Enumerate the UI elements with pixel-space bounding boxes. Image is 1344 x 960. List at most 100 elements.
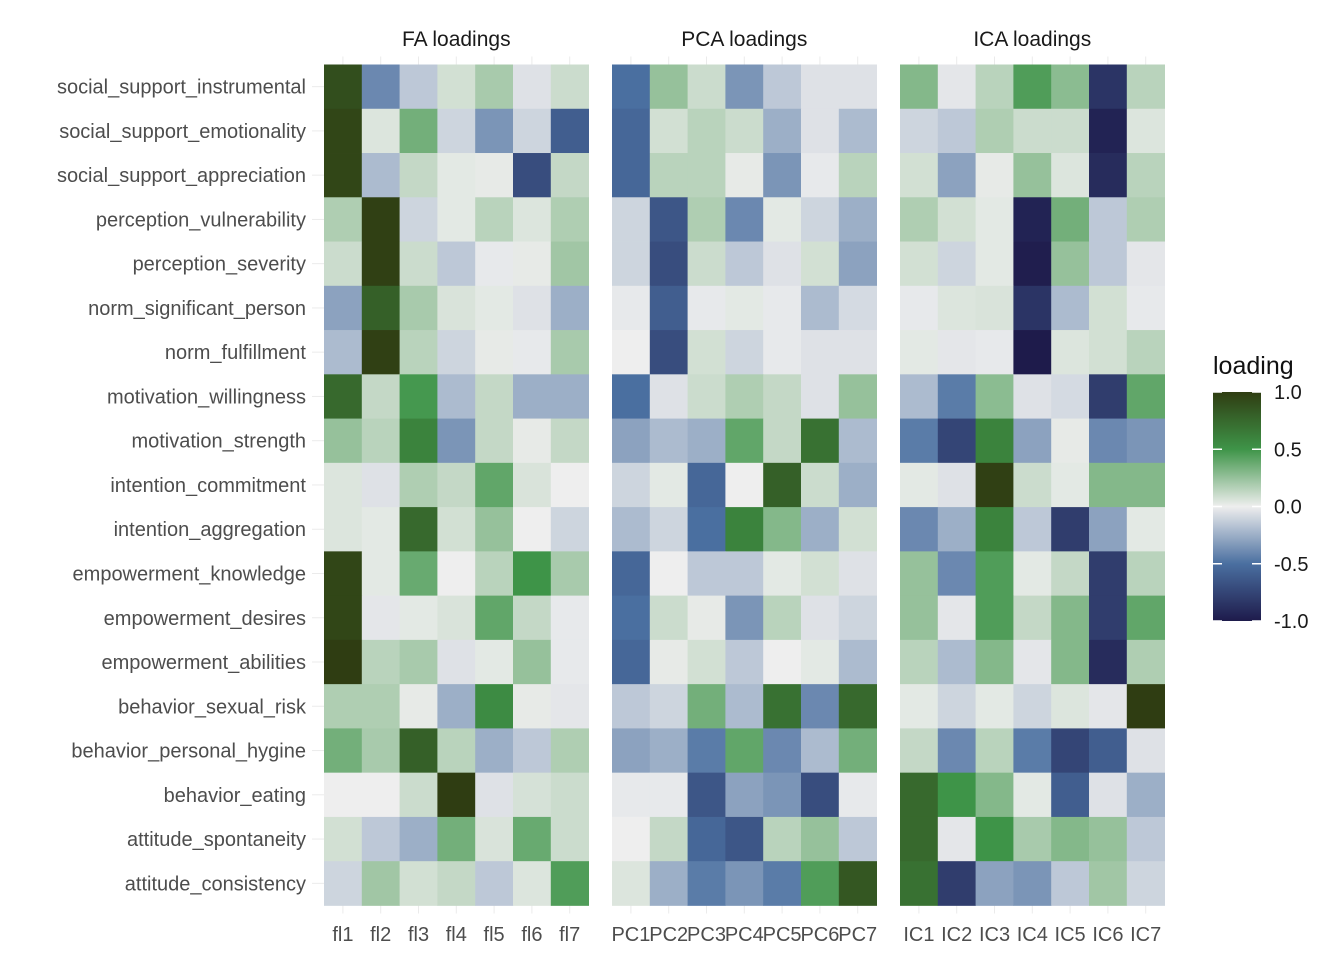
heatmap-cell xyxy=(361,861,400,906)
x-tick-label: PC3 xyxy=(687,924,726,946)
heatmap-cell xyxy=(838,330,877,375)
heatmap-cell xyxy=(361,330,400,375)
heatmap-cell xyxy=(725,507,764,552)
y-tick-label: motivation_willingness xyxy=(107,386,306,408)
heatmap-cell xyxy=(550,285,589,331)
heatmap-cell xyxy=(361,551,400,597)
x-tick-label: IC5 xyxy=(1055,924,1086,946)
heatmap-cell xyxy=(399,861,438,906)
heatmap-cell xyxy=(801,595,840,641)
row-labels: social_support_instrumental social_suppor… xyxy=(57,77,324,895)
facet-panel-3: ICA loadings IC1 IC2 IC3 IC4 IC5 IC6 IC7 xyxy=(900,28,1165,946)
heatmap-cell xyxy=(1089,330,1128,375)
heatmap-cell xyxy=(801,772,840,818)
heatmap-cell xyxy=(801,684,840,729)
heatmap-cell xyxy=(324,639,363,685)
heatmap-cell xyxy=(1013,861,1052,906)
heatmap-cell xyxy=(475,595,514,641)
heatmap-cell xyxy=(801,728,840,774)
heatmap-cell xyxy=(975,153,1014,198)
heatmap-cell xyxy=(725,285,764,331)
heatmap-cell xyxy=(550,551,589,597)
heatmap-cell xyxy=(763,728,802,774)
heatmap-cell xyxy=(900,507,939,552)
heatmap-cell xyxy=(612,108,651,154)
heatmap-cell xyxy=(550,728,589,774)
x-tick-label: fl4 xyxy=(446,924,467,946)
x-tick-label: PC1 xyxy=(611,924,650,946)
heatmap-cell xyxy=(900,772,939,818)
heatmap-cell xyxy=(1013,418,1052,464)
heatmap-cell xyxy=(361,816,400,862)
y-tick-label: empowerment_desires xyxy=(104,608,306,630)
heatmap-cell xyxy=(612,241,651,287)
heatmap-cell xyxy=(687,64,726,110)
heatmap-cell xyxy=(937,551,976,597)
heatmap-cell xyxy=(324,153,363,198)
heatmap-cell xyxy=(399,551,438,597)
heatmap-cell xyxy=(763,861,802,906)
heatmap-cell xyxy=(1013,551,1052,597)
heatmap-cell xyxy=(937,684,976,729)
heatmap-cell xyxy=(649,153,688,198)
x-tick-label: fl6 xyxy=(521,924,542,946)
heatmap-cell xyxy=(687,551,726,597)
heatmap-cell xyxy=(361,374,400,419)
heatmap-cell xyxy=(801,507,840,552)
heatmap-cell xyxy=(612,684,651,729)
heatmap-cell xyxy=(437,64,476,110)
heatmap-cell xyxy=(1013,816,1052,862)
heatmap-cell xyxy=(550,462,589,508)
heatmap-cell xyxy=(687,861,726,906)
heatmap-cell xyxy=(937,285,976,331)
heatmap-cell xyxy=(649,462,688,508)
heatmap-cell xyxy=(937,330,976,375)
heatmap-cell xyxy=(475,197,514,242)
heatmap-cell xyxy=(1126,728,1165,774)
heatmap-cell xyxy=(801,197,840,242)
heatmap-cell xyxy=(361,728,400,774)
heatmap-cell xyxy=(1089,418,1128,464)
heatmap-cell xyxy=(324,595,363,641)
heatmap-cell xyxy=(649,64,688,110)
legend-tick-label: 1.0 xyxy=(1274,382,1302,404)
heatmap-cell xyxy=(324,285,363,331)
heatmap-cell xyxy=(687,728,726,774)
heatmap-cell xyxy=(900,197,939,242)
heatmap-cell xyxy=(550,241,589,287)
heatmap-cell xyxy=(1089,153,1128,198)
heatmap-cell xyxy=(1089,595,1128,641)
heatmap-cell xyxy=(1051,285,1090,331)
heatmap-cell xyxy=(687,197,726,242)
heatmap-cell xyxy=(1089,507,1128,552)
heatmap-cell xyxy=(612,507,651,552)
heatmap-cell xyxy=(763,108,802,154)
heatmap-cell xyxy=(1126,374,1165,419)
heatmap-cell xyxy=(361,64,400,110)
heatmap-cell xyxy=(1013,374,1052,419)
heatmap-cell xyxy=(975,595,1014,641)
heatmap-cell xyxy=(1013,684,1052,729)
heatmap-cell xyxy=(763,507,802,552)
heatmap-cell xyxy=(975,728,1014,774)
heatmap-cell xyxy=(937,816,976,862)
heatmap-cell xyxy=(361,153,400,198)
heatmap-cell xyxy=(1089,861,1128,906)
facet-title: PCA loadings xyxy=(681,28,807,51)
heatmap-cell xyxy=(437,816,476,862)
heatmap-cell xyxy=(1051,418,1090,464)
y-tick-label: attitude_spontaneity xyxy=(127,829,306,851)
heatmap-cell xyxy=(550,108,589,154)
x-tick-label: fl2 xyxy=(370,924,391,946)
heatmap-cell xyxy=(1089,684,1128,729)
heatmap-cell xyxy=(399,374,438,419)
heatmap-cell xyxy=(513,330,552,375)
heatmap-cell xyxy=(1089,639,1128,685)
heatmap-cell xyxy=(649,639,688,685)
heatmap-cell xyxy=(937,241,976,287)
heatmap-cell xyxy=(612,728,651,774)
heatmap-cell xyxy=(399,462,438,508)
heatmap-cell xyxy=(550,861,589,906)
heatmap-cell xyxy=(361,639,400,685)
heatmap-cell xyxy=(937,64,976,110)
